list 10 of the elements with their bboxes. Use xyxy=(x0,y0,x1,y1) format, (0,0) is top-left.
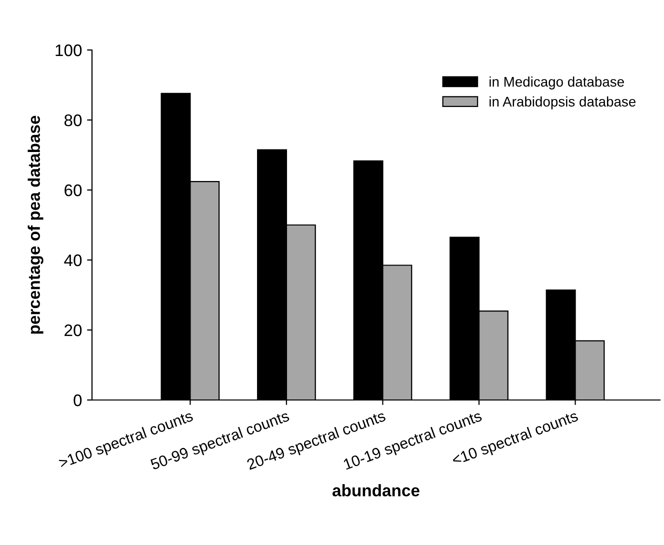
y-tick-label: 0 xyxy=(74,394,82,406)
legend-label: in Medicago database xyxy=(490,76,624,90)
y-tick-label: 40 xyxy=(64,254,82,266)
x-axis-title: abundance xyxy=(332,484,420,496)
y-tick-label: 20 xyxy=(64,324,82,336)
legend-label: in Arabidopsis database xyxy=(490,96,636,110)
y-axis-title: percentage of pea database xyxy=(28,116,44,334)
y-tick-label: 80 xyxy=(64,114,82,126)
y-tick-label: 100 xyxy=(56,44,82,56)
y-tick-label: 60 xyxy=(64,184,82,196)
